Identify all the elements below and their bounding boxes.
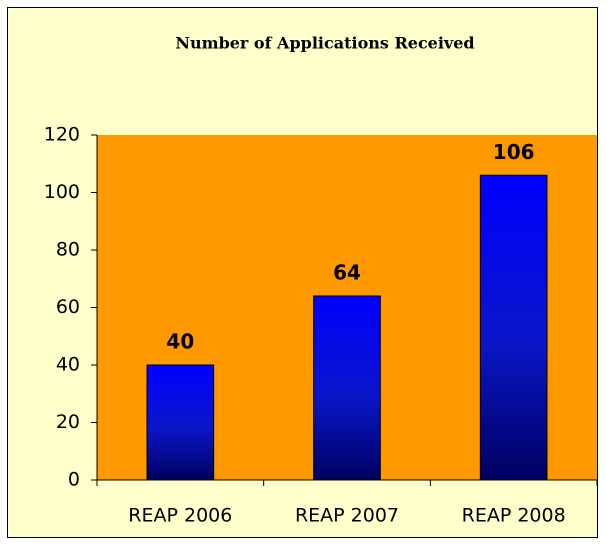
bar <box>313 295 381 481</box>
bar <box>146 364 215 481</box>
value-label: 64 <box>333 261 361 285</box>
y-tick-label: 80 <box>56 239 80 261</box>
y-tick-label: 0 <box>68 469 80 491</box>
bar <box>479 174 548 481</box>
y-tick-label: 100 <box>44 181 80 203</box>
y-tick-label: 60 <box>56 296 80 318</box>
x-tick-label: REAP 2007 <box>295 505 399 527</box>
value-label: 106 <box>493 140 535 164</box>
y-tick-label: 20 <box>56 411 80 433</box>
value-label: 40 <box>166 330 194 354</box>
y-tick-label: 120 <box>44 124 80 146</box>
chart-title: Number of Applications Received <box>175 34 474 53</box>
x-tick-label: REAP 2006 <box>128 505 232 527</box>
y-tick-label: 40 <box>56 354 80 376</box>
x-tick-label: REAP 2008 <box>462 505 566 527</box>
